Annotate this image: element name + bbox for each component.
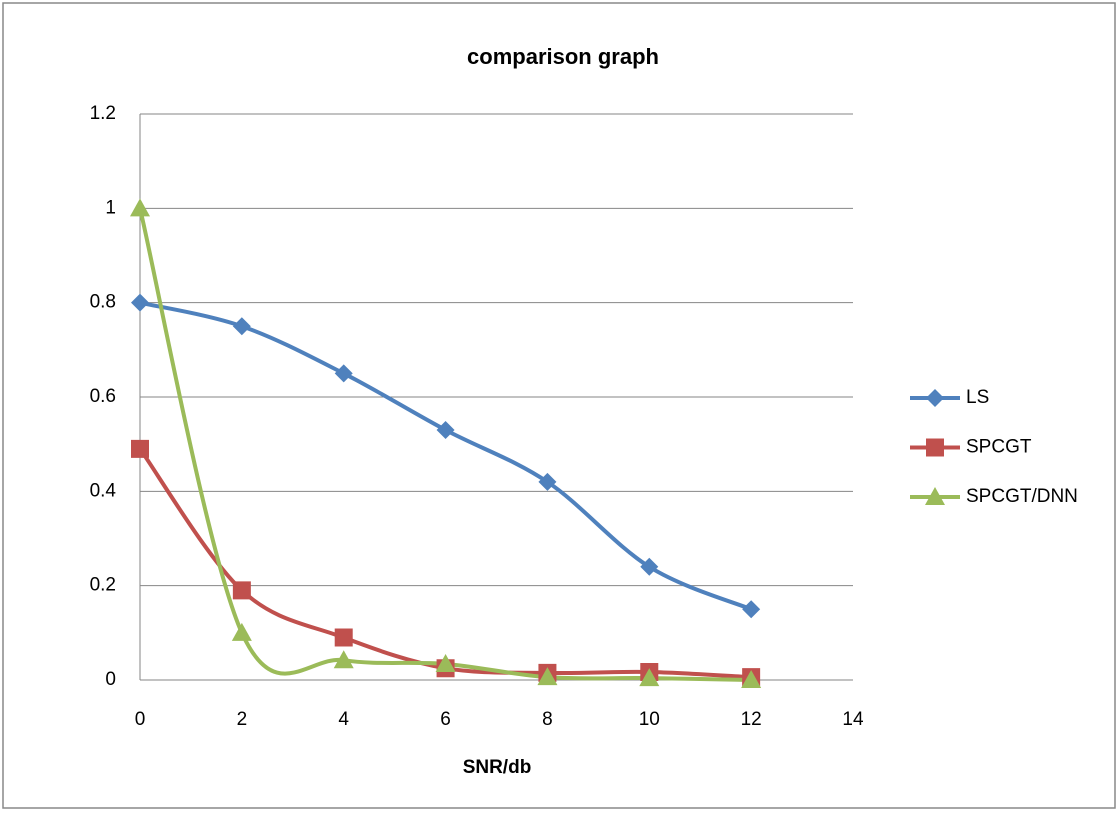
y-tick-label: 1 <box>105 197 116 218</box>
data-point <box>131 440 149 458</box>
x-tick-label: 8 <box>542 709 553 730</box>
y-tick-label: 1.2 <box>90 103 116 124</box>
x-tick-label: 6 <box>440 709 451 730</box>
chart-title: comparison graph <box>467 44 659 69</box>
x-tick-label: 12 <box>741 709 762 730</box>
data-point <box>335 629 353 647</box>
y-tick-label: 0.6 <box>90 386 116 407</box>
x-tick-label: 4 <box>338 709 349 730</box>
legend-label: SPCGT/DNN <box>966 486 1078 507</box>
y-tick-label: 0.4 <box>90 480 117 501</box>
data-point <box>233 581 251 599</box>
y-tick-label: 0.2 <box>90 575 116 596</box>
legend-label: LS <box>966 387 989 408</box>
legend-label: SPCGT <box>966 437 1032 458</box>
x-axis-title: SNR/db <box>463 757 532 778</box>
chart: comparison graph SNR/db 0 0.2 0.4 0.6 0.8 1 1.… <box>0 0 1116 809</box>
x-tick-label: 2 <box>237 709 248 730</box>
x-tick-label: 10 <box>639 709 660 730</box>
chart-frame <box>3 3 1115 808</box>
y-tick-label: 0 <box>105 669 116 690</box>
legend-marker <box>926 439 944 457</box>
x-tick-label: 0 <box>135 709 146 730</box>
x-tick-label: 14 <box>842 709 864 730</box>
y-tick-label: 0.8 <box>90 292 116 313</box>
